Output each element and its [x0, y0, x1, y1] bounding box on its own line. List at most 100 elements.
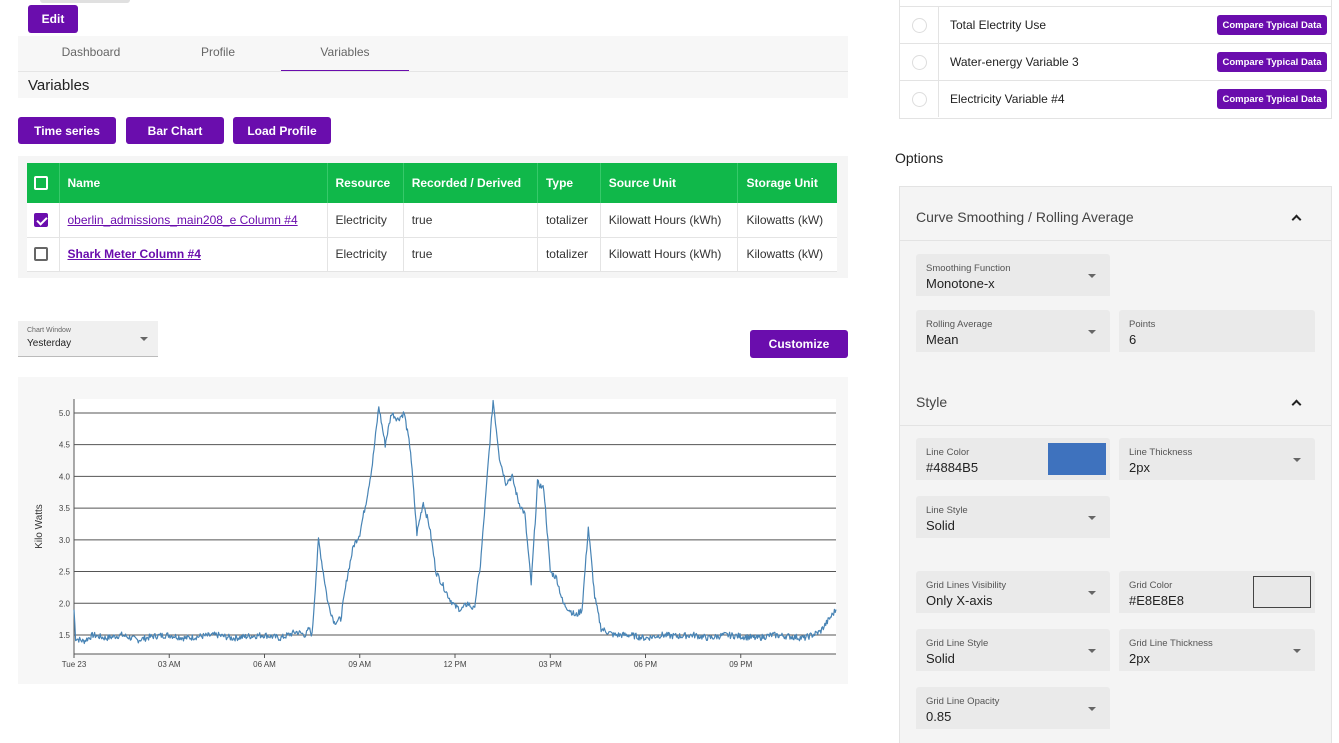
y-tick-label: 3.5 — [59, 504, 71, 513]
y-tick-label: 5.0 — [59, 409, 71, 418]
row-checkbox[interactable] — [34, 213, 48, 228]
chevron-up-icon[interactable] — [1291, 214, 1302, 225]
series-line — [73, 399, 837, 645]
variable-name-link[interactable]: Shark Meter Column #4 — [67, 247, 201, 261]
chevron-down-icon — [140, 337, 148, 341]
chart-window-label: Chart Window — [27, 327, 71, 334]
row-select-cell — [27, 203, 60, 238]
row-name-cell: oberlin_admissions_main208_e Column #4 — [59, 203, 328, 238]
chevron-up-icon[interactable] — [1291, 399, 1302, 410]
chevron-down-icon — [1293, 649, 1301, 653]
chevron-down-icon — [1088, 330, 1096, 334]
row-divider — [938, 81, 939, 117]
column-header-storage-unit[interactable]: Storage Unit — [737, 163, 837, 203]
y-tick-label: 1.5 — [59, 631, 71, 640]
field-label: Rolling Average — [926, 319, 993, 330]
top-card-edge — [40, 0, 130, 3]
field-label: Line Color — [926, 447, 970, 458]
row-type: totalizer — [537, 237, 601, 272]
field-label: Smoothing Function — [926, 263, 1011, 274]
table-row: Shark Meter Column #4 Electricity true t… — [27, 237, 837, 272]
row-divider — [938, 44, 939, 80]
compare-typical-data-button[interactable]: Compare Typical Data — [1217, 15, 1327, 35]
row-resource: Electricity — [327, 203, 404, 238]
grid-color-input[interactable]: Grid Color #E8E8E8 — [1119, 571, 1315, 613]
column-header-name[interactable]: Name — [59, 163, 328, 203]
tabs-divider — [18, 71, 848, 72]
typical-data-list: Total Electrity Use Compare Typical Data… — [899, 0, 1332, 119]
field-label: Grid Color — [1129, 580, 1173, 591]
row-checkbox[interactable] — [34, 247, 48, 262]
edit-button[interactable]: Edit — [28, 5, 78, 33]
list-item: Total Electrity Use Compare Typical Data — [900, 6, 1331, 43]
field-value: Solid — [926, 651, 955, 666]
field-label: Line Thickness — [1129, 447, 1193, 458]
x-tick-label: 06 AM — [253, 660, 276, 669]
variable-name-link[interactable]: oberlin_admissions_main208_e Column #4 — [67, 212, 298, 227]
radio-button[interactable] — [912, 18, 927, 33]
column-header-source-unit[interactable]: Source Unit — [600, 163, 739, 203]
list-item-label: Electricity Variable #4 — [950, 92, 1065, 106]
load-profile-button[interactable]: Load Profile — [233, 117, 331, 144]
field-value: Monotone-x — [926, 276, 995, 291]
field-value: 6 — [1129, 332, 1137, 347]
chevron-down-icon — [1088, 591, 1096, 595]
row-type: totalizer — [537, 203, 601, 238]
tab-variables[interactable]: Variables — [281, 36, 409, 72]
field-label: Line Style — [926, 505, 968, 516]
time-series-button[interactable]: Time series — [18, 117, 116, 144]
time-series-chart: 1.5 2.0 2.5 3.0 3.5 4.0 4.5 5.0 Tue 23 03 AM 06 AM… — [34, 399, 837, 669]
grid-color-swatch[interactable] — [1253, 576, 1311, 608]
tab-dashboard[interactable]: Dashboard — [61, 45, 121, 59]
points-input[interactable]: Points 6 — [1119, 310, 1315, 352]
column-header-resource[interactable]: Resource — [327, 163, 404, 203]
column-header-type[interactable]: Type — [537, 163, 601, 203]
line-style-select[interactable]: Line Style Solid — [916, 496, 1110, 538]
chevron-down-icon — [1088, 516, 1096, 520]
x-tick-label: 09 AM — [348, 660, 371, 669]
x-tick-label: 09 PM — [729, 660, 752, 669]
select-all-checkbox[interactable] — [34, 176, 48, 191]
chart-window-select[interactable]: Chart Window Yesterday — [18, 321, 158, 357]
y-tick-label: 4.5 — [59, 441, 71, 450]
smoothing-function-select[interactable]: Smoothing Function Monotone-x — [916, 254, 1110, 296]
rolling-average-select[interactable]: Rolling Average Mean — [916, 310, 1110, 352]
field-value: Mean — [926, 332, 959, 347]
list-item: Electricity Variable #4 Compare Typical … — [900, 80, 1331, 117]
y-tick-label: 3.0 — [59, 536, 71, 545]
row-storage-unit: Kilowatts (kW) — [737, 203, 837, 238]
field-value: Solid — [926, 518, 955, 533]
options-panel: Curve Smoothing / Rolling Average Smooth… — [899, 186, 1332, 743]
compare-typical-data-button[interactable]: Compare Typical Data — [1217, 52, 1327, 72]
compare-typical-data-button[interactable]: Compare Typical Data — [1217, 89, 1327, 109]
x-tick-label: Tue 23 — [62, 660, 87, 669]
list-item: Water-energy Variable 3 Compare Typical … — [900, 43, 1331, 80]
tab-profile[interactable]: Profile — [200, 45, 235, 59]
bar-chart-button[interactable]: Bar Chart — [126, 117, 224, 144]
customize-button[interactable]: Customize — [750, 330, 848, 358]
field-value: #4884B5 — [926, 460, 979, 475]
row-select-cell — [27, 237, 60, 272]
field-label: Grid Line Style — [926, 638, 989, 649]
radio-button[interactable] — [912, 55, 927, 70]
row-source-unit: Kilowatt Hours (kWh) — [600, 237, 739, 272]
y-tick-label: 2.5 — [59, 568, 71, 577]
column-header-recorded[interactable]: Recorded / Derived — [403, 163, 538, 203]
line-color-input[interactable]: Line Color #4884B5 — [916, 438, 1110, 480]
style-section-title[interactable]: Style — [916, 394, 948, 410]
line-thickness-select[interactable]: Line Thickness 2px — [1119, 438, 1315, 480]
field-label: Points — [1129, 319, 1156, 330]
grid-line-opacity-select[interactable]: Grid Line Opacity 0.85 — [916, 687, 1110, 729]
grid-lines-visibility-select[interactable]: Grid Lines Visibility Only X-axis — [916, 571, 1110, 613]
y-tick-label: 2.0 — [59, 599, 71, 608]
radio-button[interactable] — [912, 92, 927, 107]
variables-table-container: Name Resource Recorded / Derived Type So… — [18, 156, 848, 278]
row-storage-unit: Kilowatts (kW) — [737, 237, 837, 272]
x-tick-label: 06 PM — [634, 660, 657, 669]
smoothing-section-title[interactable]: Curve Smoothing / Rolling Average — [916, 209, 1134, 225]
select-all-cell — [27, 163, 60, 203]
line-color-swatch[interactable] — [1048, 443, 1106, 475]
grid-line-style-select[interactable]: Grid Line Style Solid — [916, 629, 1110, 671]
grid-line-thickness-select[interactable]: Grid Line Thickness 2px — [1119, 629, 1315, 671]
row-resource: Electricity — [327, 237, 404, 272]
